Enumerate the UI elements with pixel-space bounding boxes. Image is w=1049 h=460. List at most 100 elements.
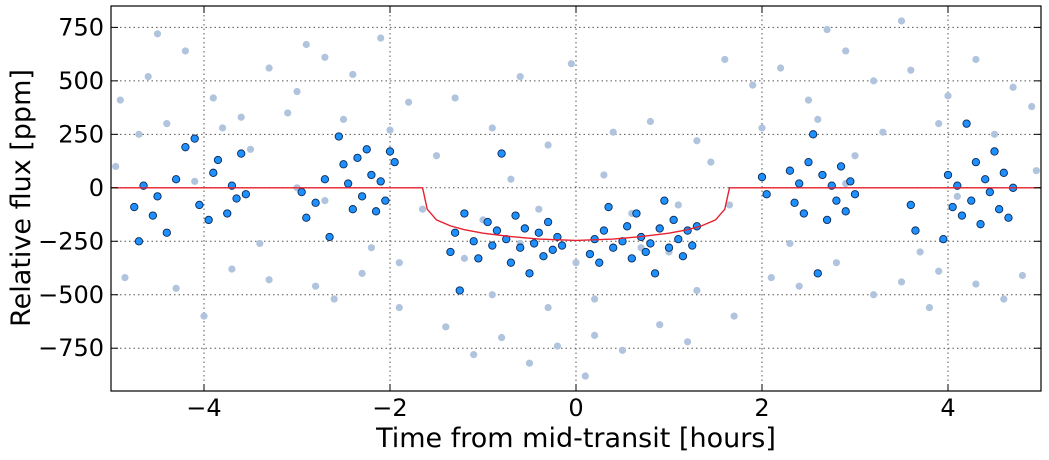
raw-data-point — [870, 77, 878, 85]
binned-data-point — [543, 217, 553, 227]
raw-data-point — [321, 197, 329, 205]
binned-data-point — [195, 200, 204, 210]
raw-data-point — [112, 162, 120, 171]
raw-data-point — [851, 152, 859, 160]
binned-data-point — [506, 258, 516, 267]
binned-data-point — [674, 234, 683, 244]
raw-data-point — [470, 351, 478, 359]
binned-data-point — [785, 166, 795, 175]
raw-data-point — [842, 47, 850, 55]
binned-data-point — [632, 209, 641, 218]
binned-data-point — [943, 170, 953, 180]
raw-data-point — [395, 303, 403, 312]
binned-data-point — [553, 232, 562, 242]
raw-data-point — [935, 267, 943, 275]
raw-data-point — [656, 321, 664, 329]
binned-data-point — [976, 220, 985, 229]
binned-data-point — [957, 211, 967, 220]
binned-data-point — [460, 209, 469, 218]
raw-data-point — [730, 312, 738, 320]
binned-data-point — [241, 190, 251, 199]
raw-data-point — [1032, 167, 1040, 175]
binned-data-point — [334, 132, 343, 141]
raw-data-point — [339, 115, 348, 123]
raw-data-point — [405, 98, 413, 106]
binned-data-point — [362, 145, 371, 154]
raw-data-point — [544, 141, 552, 149]
raw-data-point — [451, 94, 459, 102]
binned-data-point — [762, 190, 771, 199]
raw-data-point — [591, 331, 599, 339]
binned-data-point — [325, 232, 334, 242]
raw-data-point — [1028, 102, 1036, 111]
raw-data-point — [1009, 83, 1017, 91]
binned-data-point — [381, 196, 390, 205]
raw-data-point — [516, 72, 524, 81]
raw-data-point — [498, 333, 506, 342]
binned-data-point — [511, 211, 520, 220]
binned-data-point — [688, 241, 697, 250]
binned-data-point — [385, 147, 395, 156]
raw-data-point — [200, 312, 208, 320]
raw-data-point — [488, 124, 496, 132]
binned-data-point — [311, 198, 320, 207]
raw-data-point — [693, 137, 701, 145]
raw-data-point — [265, 276, 273, 284]
raw-data-point — [358, 269, 366, 277]
raw-data-point — [246, 145, 255, 153]
binned-data-point — [353, 153, 362, 163]
raw-data-point — [219, 124, 227, 132]
raw-data-point — [897, 278, 906, 286]
raw-data-point — [777, 64, 785, 72]
binned-data-point — [609, 243, 618, 252]
binned-data-point — [841, 207, 850, 216]
raw-data-point — [181, 47, 189, 55]
binned-data-point — [799, 209, 808, 218]
raw-data-point — [312, 282, 320, 290]
binned-data-point — [530, 239, 539, 248]
y-tick-label: 250 — [58, 120, 104, 148]
raw-data-point — [990, 130, 999, 138]
binned-data-point — [343, 179, 353, 188]
binned-data-point — [599, 226, 609, 235]
binned-data-point — [999, 168, 1008, 177]
binned-data-point — [446, 247, 455, 257]
binned-data-point — [757, 172, 767, 182]
binned-data-point — [469, 237, 478, 246]
binned-data-point — [818, 170, 827, 180]
raw-data-point — [897, 17, 906, 25]
binned-data-point — [237, 149, 246, 158]
raw-data-point — [237, 113, 245, 121]
x-tick-labels: −4 −2 0 2 4 — [186, 394, 955, 422]
binned-data-point — [804, 157, 813, 167]
binned-data-point — [962, 119, 971, 128]
x-axis-title: Time from mid-transit [hours] — [375, 423, 776, 454]
raw-data-point — [265, 64, 273, 72]
raw-data-point — [535, 205, 543, 213]
binned-data-point — [850, 190, 860, 199]
raw-data-point — [349, 70, 357, 79]
binned-data-point — [320, 175, 330, 184]
binned-data-point — [520, 224, 529, 233]
raw-data-point — [460, 254, 468, 262]
binned-data-point — [488, 241, 497, 250]
binned-data-point — [474, 254, 483, 263]
binned-data-point — [534, 228, 543, 237]
raw-data-point — [591, 295, 599, 303]
raw-data-point — [832, 259, 841, 267]
binned-data-point — [1004, 213, 1013, 222]
raw-data-point — [116, 96, 124, 104]
binned-data-point — [995, 205, 1004, 214]
binned-data-point — [134, 237, 144, 246]
binned-data-point — [548, 245, 557, 254]
raw-data-point — [507, 175, 515, 183]
raw-data-point — [725, 201, 734, 209]
binned-data-point — [981, 175, 990, 184]
raw-data-point — [172, 284, 180, 292]
binned-data-point — [190, 134, 199, 143]
binned-data-point — [539, 252, 548, 261]
binned-data-point — [906, 200, 915, 210]
raw-data-point — [823, 25, 831, 34]
raw-data-point — [935, 120, 943, 128]
raw-data-point — [377, 34, 385, 42]
